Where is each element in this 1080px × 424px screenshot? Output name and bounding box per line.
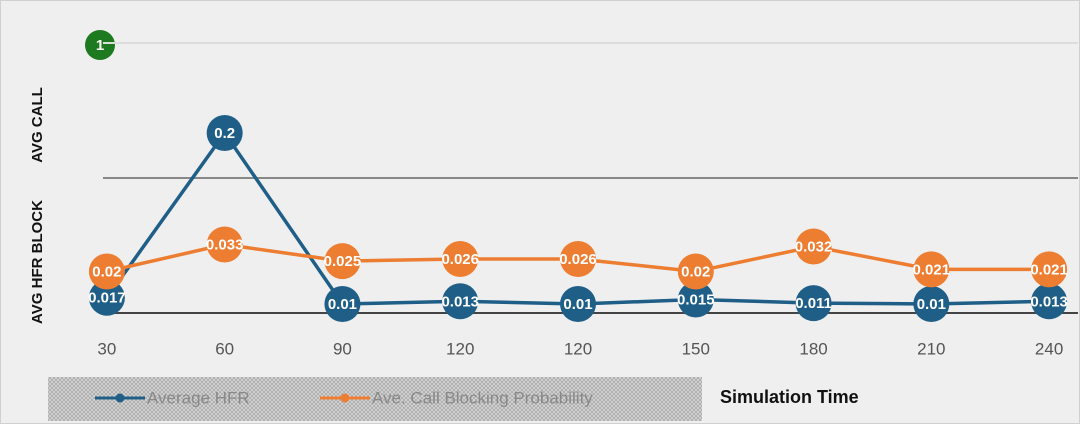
point xyxy=(206,226,243,263)
x-tick-label: 150 xyxy=(682,339,710,358)
legend-label: Average HFR xyxy=(147,388,250,407)
point xyxy=(442,283,479,320)
point xyxy=(913,286,950,322)
value-label: 0.2 xyxy=(214,125,235,142)
value-label: 0.01 xyxy=(328,296,357,313)
legend-marker xyxy=(340,393,350,403)
x-tick-label: 180 xyxy=(799,339,827,358)
x-axis-label: Simulation Time xyxy=(720,387,859,407)
value-label: 0.021 xyxy=(1030,261,1068,278)
x-tick-label: 120 xyxy=(564,339,592,358)
x-tick-label: 120 xyxy=(446,339,474,358)
value-label: 0.025 xyxy=(324,253,362,270)
point xyxy=(795,228,832,265)
point xyxy=(795,285,832,322)
x-tick-label: 60 xyxy=(215,339,234,358)
point xyxy=(1031,283,1068,320)
point xyxy=(677,281,714,318)
value-label: 0.013 xyxy=(441,293,479,310)
badge xyxy=(85,30,115,60)
value-label: 0.021 xyxy=(913,261,951,278)
value-label: 0.02 xyxy=(92,263,121,280)
legend-label: Ave. Call Blocking Probability xyxy=(372,388,593,407)
y2-axis-label: AVG CALL xyxy=(29,87,46,163)
point xyxy=(88,279,125,316)
value-label: 0.026 xyxy=(559,251,597,268)
point xyxy=(1031,251,1068,288)
value-label: 0.01 xyxy=(917,296,946,313)
point xyxy=(88,253,125,290)
x-tick-label: 210 xyxy=(917,339,945,358)
value-label: 0.015 xyxy=(677,291,715,308)
point xyxy=(677,253,714,290)
point xyxy=(324,286,361,322)
value-label: 0.011 xyxy=(795,295,832,312)
point xyxy=(560,241,596,277)
point xyxy=(442,241,479,277)
point xyxy=(913,251,950,288)
point xyxy=(206,115,243,151)
legend-marker xyxy=(115,393,125,403)
x-tick-label: 240 xyxy=(1035,339,1063,358)
point xyxy=(324,243,361,280)
value-label: 0.02 xyxy=(681,263,710,280)
value-label: 0.017 xyxy=(88,290,126,307)
x-tick-label: 30 xyxy=(97,339,116,358)
value-label: 0.032 xyxy=(795,239,833,256)
legend-box xyxy=(48,377,702,421)
value-label: 0.033 xyxy=(206,236,244,253)
value-label: 0.026 xyxy=(441,251,479,268)
badge-label: 1 xyxy=(96,37,104,54)
value-label: 0.013 xyxy=(1030,293,1068,310)
point xyxy=(560,286,596,322)
x-tick-label: 90 xyxy=(333,339,352,358)
y-axis-label: AVG HFR BLOCK xyxy=(29,200,46,324)
value-label: 0.01 xyxy=(563,296,592,313)
